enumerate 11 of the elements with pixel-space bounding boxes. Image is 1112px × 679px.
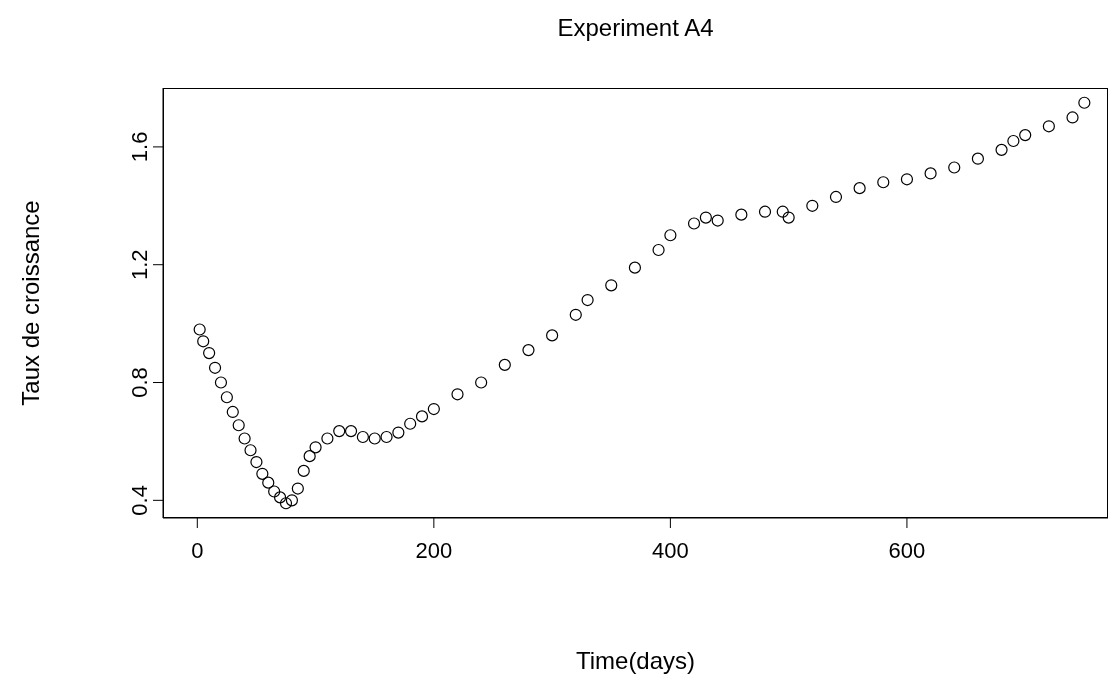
x-axis-title: Time(days) — [575, 647, 696, 674]
chart-title: Experiment A4 — [556, 14, 715, 42]
x-tick-label: 200 — [415, 537, 453, 563]
x-tick-label: 600 — [888, 537, 926, 563]
y-tick-label: 1.2 — [127, 249, 152, 281]
y-tick-label: 0.4 — [127, 485, 152, 516]
y-tick-label: 0.8 — [127, 367, 152, 398]
y-axis-title: Taux de croissance — [16, 200, 44, 406]
y-tick-label: 1.6 — [127, 131, 152, 163]
x-tick-label: 0 — [191, 537, 204, 563]
x-tick-label: 400 — [652, 537, 689, 563]
